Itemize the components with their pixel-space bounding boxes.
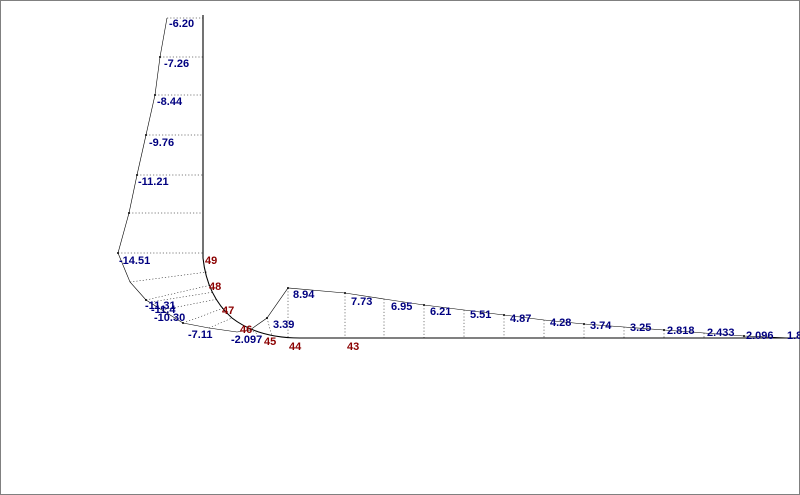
node-number: 49	[205, 255, 217, 267]
node-number: 45	[264, 336, 276, 348]
value-label: 5.51	[470, 309, 491, 321]
value-label: 8.94	[293, 289, 315, 301]
value-label: -11.21	[138, 176, 169, 188]
node-number: 46	[240, 324, 252, 336]
value-label: -6.20	[169, 18, 194, 30]
value-label: -14.51	[119, 255, 150, 267]
value-label: -11.4	[151, 304, 176, 316]
value-label: 3.25	[630, 322, 651, 334]
value-label: -7.11	[188, 329, 212, 341]
value-label: 3.74	[590, 320, 612, 332]
value-label: 4.87	[510, 313, 531, 325]
value-label: -9.76	[149, 137, 174, 149]
value-label: 2.096	[746, 330, 774, 342]
node-number: 47	[222, 305, 234, 317]
node-number: 48	[209, 281, 221, 293]
structural-member	[202, 15, 800, 339]
ordinate-lines	[118, 17, 745, 338]
value-label: 6.21	[430, 306, 451, 318]
node-number: 44	[289, 341, 302, 353]
node-number: 43	[347, 341, 359, 353]
value-label: 3.39	[273, 319, 294, 331]
value-label: -7.26	[164, 58, 189, 70]
value-label: 1.8	[787, 330, 800, 342]
value-label: -2.097	[231, 334, 262, 346]
value-label: 7.73	[351, 296, 372, 308]
value-label: 2.818	[667, 325, 695, 337]
value-label: 2.433	[707, 327, 735, 339]
value-label: 4.28	[550, 317, 571, 329]
value-label: 6.95	[391, 301, 412, 313]
envelope-points	[117, 56, 745, 337]
value-label: -10.30	[154, 312, 185, 324]
value-label: -11.31	[145, 300, 176, 312]
value-label: -8.44	[157, 96, 183, 108]
result-envelope	[117, 17, 793, 339]
